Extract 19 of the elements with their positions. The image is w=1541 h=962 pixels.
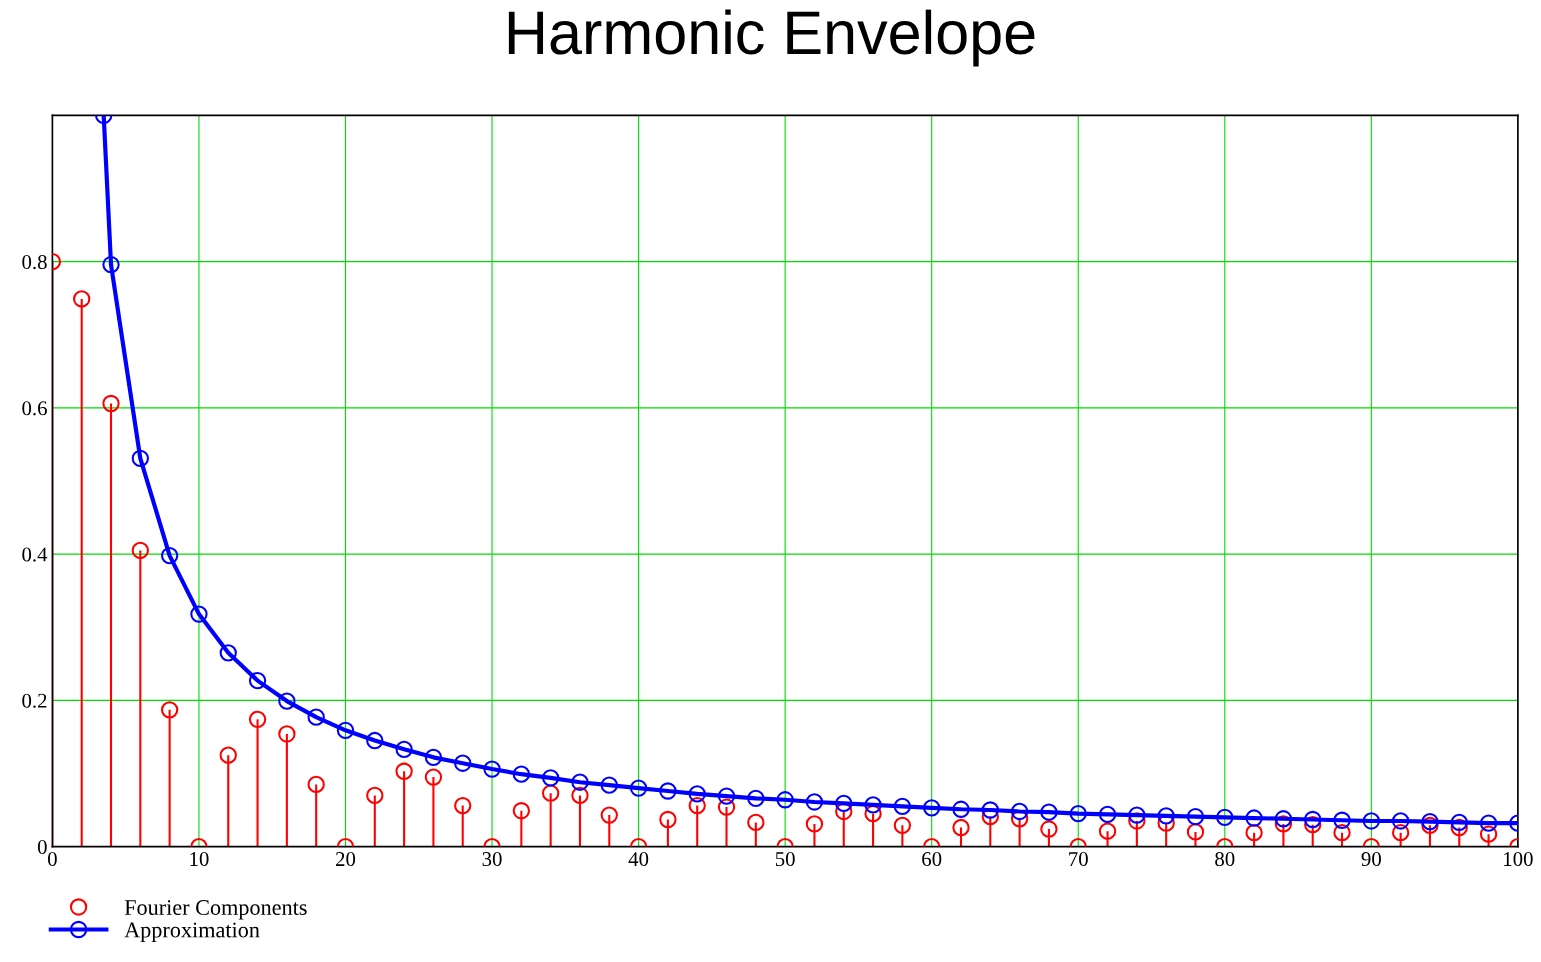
x-tick-label: 30 xyxy=(482,852,502,867)
y-tick-label: 0.4 xyxy=(22,547,48,562)
x-tick-label: 20 xyxy=(335,852,356,867)
y-tick-label: 0 xyxy=(37,839,47,854)
y-tick-label: 0.6 xyxy=(22,401,47,416)
x-tick-label: 40 xyxy=(628,852,649,867)
legend-label: Approximation xyxy=(124,922,260,942)
chart-title: Harmonic Envelope xyxy=(508,9,1035,67)
x-tick-label: 60 xyxy=(922,852,942,867)
legend-label: Fourier Components xyxy=(124,900,307,920)
x-tick-label: 80 xyxy=(1215,852,1235,867)
x-tick-label: 70 xyxy=(1069,852,1088,867)
y-tick-label: 0.2 xyxy=(22,693,47,708)
x-tick-label: 90 xyxy=(1361,852,1381,867)
y-tick-label: 0.8 xyxy=(22,255,47,270)
x-tick-label: 0 xyxy=(47,852,57,867)
x-tick-label: 50 xyxy=(775,852,795,867)
x-tick-label: 10 xyxy=(190,852,209,867)
x-tick-label: 100 xyxy=(1504,852,1533,867)
